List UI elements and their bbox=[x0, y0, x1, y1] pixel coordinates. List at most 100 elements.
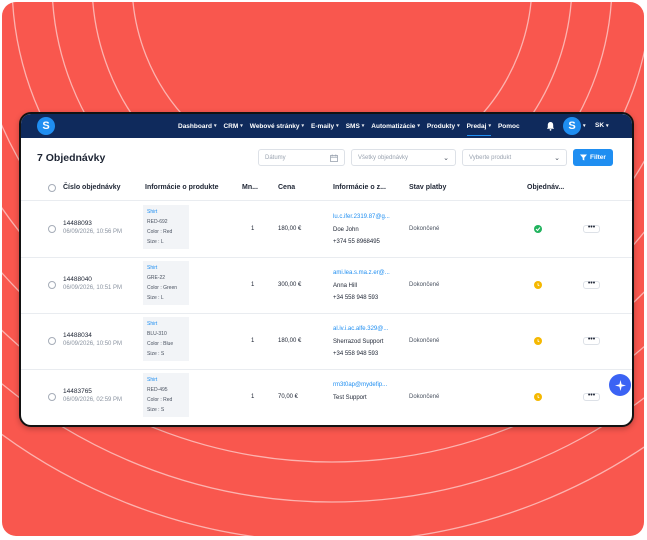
product-name[interactable]: Shirt bbox=[147, 265, 158, 271]
table-row[interactable]: 14488034 06/09/2026, 10:50 PM Shirt BLU-310… bbox=[21, 313, 632, 370]
table-row[interactable]: 14488093 06/09/2026, 10:56 PM Shirt RED-692… bbox=[21, 201, 632, 258]
chevron-down-icon: ⌄ bbox=[554, 155, 560, 162]
product-size: Size : L bbox=[147, 239, 164, 245]
order-id[interactable]: 14488034 bbox=[63, 332, 92, 339]
nav-item-automatiz-cie[interactable]: Automatizácie ▾ bbox=[371, 114, 420, 138]
orders-filter-select[interactable]: Všetky objednávky ⌄ bbox=[351, 149, 456, 166]
nav-item-label: SMS bbox=[345, 122, 360, 130]
filter-button-label: Filter bbox=[590, 154, 606, 161]
row-actions-button[interactable]: ••• bbox=[583, 392, 600, 401]
language-switcher[interactable]: SK ▾ bbox=[595, 122, 609, 129]
chevron-down-icon: ▾ bbox=[336, 123, 339, 129]
header-order-number[interactable]: Číslo objednávky bbox=[63, 184, 121, 191]
order-cell: 14488034 06/09/2026, 10:50 PM bbox=[63, 332, 122, 347]
order-cell: 14488093 06/09/2026, 10:56 PM bbox=[63, 220, 122, 235]
chevron-down-icon: ⌄ bbox=[443, 155, 449, 162]
table-row[interactable]: 14483759Shirt170,00 €favenwd@tmpmail...D… bbox=[21, 425, 632, 427]
price: 180,00 € bbox=[278, 226, 302, 232]
customer-name: Doe John bbox=[333, 226, 359, 233]
calendar-icon bbox=[330, 154, 338, 162]
quantity: 1 bbox=[251, 282, 255, 288]
product-sku: BLU-310 bbox=[147, 331, 167, 337]
product-size: Size : L bbox=[147, 295, 164, 301]
nav-item-sms[interactable]: SMS ▾ bbox=[346, 114, 365, 138]
order-cell: 14483765 06/09/2026, 02:59 PM bbox=[63, 388, 122, 403]
app-window: S Dashboard ▾ CRM ▾ Webové stránky ▾ E-maily ▾ S… bbox=[19, 112, 634, 427]
product-name[interactable]: Shirt bbox=[147, 209, 158, 215]
order-id[interactable]: 14483765 bbox=[63, 388, 92, 395]
product-color: Color : Green bbox=[147, 285, 178, 291]
select-all-radio[interactable] bbox=[48, 184, 56, 192]
customer-info: lu.c.ifer.2319.87@g... Doe John +374 55 89… bbox=[333, 211, 390, 249]
nav-item-crm[interactable]: CRM ▾ bbox=[223, 114, 242, 138]
check-circle-icon bbox=[534, 225, 542, 233]
payment-status: Dokončené bbox=[409, 226, 440, 232]
product-color: Color : Red bbox=[147, 229, 173, 235]
row-select-radio[interactable] bbox=[48, 337, 56, 345]
payment-status: Dokončené bbox=[409, 282, 440, 288]
product-sku: RED-692 bbox=[147, 219, 168, 225]
app-logo[interactable]: S bbox=[37, 117, 55, 135]
chevron-down-icon: ▾ bbox=[417, 123, 420, 129]
product-size: Size : S bbox=[147, 351, 165, 357]
assistant-button[interactable] bbox=[609, 374, 631, 396]
product-info: Shirt BLU-310 Color : Blue Size : S bbox=[143, 317, 189, 361]
product-name[interactable]: Shirt bbox=[147, 377, 158, 383]
chevron-down-icon: ▾ bbox=[457, 123, 460, 129]
customer-email[interactable]: al.iv.i.ac.alfe.329@... bbox=[333, 326, 389, 332]
row-actions-button[interactable]: ••• bbox=[583, 336, 600, 345]
product-filter-select[interactable]: Vyberte produkt ⌄ bbox=[462, 149, 567, 166]
row-select-radio[interactable] bbox=[48, 225, 56, 233]
customer-email[interactable]: ami.lea.s.ma.z.er@... bbox=[333, 270, 390, 276]
order-id[interactable]: 14488093 bbox=[63, 220, 92, 227]
nav-item-e-maily[interactable]: E-maily ▾ bbox=[311, 114, 339, 138]
nav-item-pomoc[interactable]: Pomoc bbox=[498, 114, 520, 138]
table-row[interactable]: 14483765 06/09/2026, 02:59 PM Shirt RED-495… bbox=[21, 369, 632, 425]
pending-circle-icon bbox=[534, 393, 542, 401]
date-filter[interactable]: Dátumy bbox=[258, 149, 345, 166]
chevron-down-icon: ▾ bbox=[606, 123, 609, 129]
row-actions-button[interactable]: ••• bbox=[583, 224, 600, 233]
header-quantity[interactable]: Mn... bbox=[242, 184, 258, 191]
order-date: 06/09/2026, 10:50 PM bbox=[63, 341, 123, 347]
nav-item-dashboard[interactable]: Dashboard ▾ bbox=[178, 114, 216, 138]
bell-icon[interactable] bbox=[546, 121, 555, 131]
order-date: 06/09/2026, 10:51 PM bbox=[63, 285, 123, 291]
header-order-status[interactable]: Objednáv... bbox=[527, 184, 565, 191]
customer-email[interactable]: lu.c.ifer.2319.87@g... bbox=[333, 214, 390, 220]
customer-name: Test Support bbox=[333, 394, 367, 401]
product-sku: RED-495 bbox=[147, 387, 168, 393]
user-avatar[interactable]: S bbox=[563, 117, 581, 135]
filter-button[interactable]: Filter bbox=[573, 149, 613, 166]
header-product-info[interactable]: Informácie o produkte bbox=[145, 184, 219, 191]
quantity: 1 bbox=[251, 338, 255, 344]
nav-item-produkty[interactable]: Produkty ▾ bbox=[427, 114, 460, 138]
price: 300,00 € bbox=[278, 282, 302, 288]
nav-menu: Dashboard ▾ CRM ▾ Webové stránky ▾ E-maily ▾ SMS… bbox=[178, 114, 527, 138]
product-color: Color : Red bbox=[147, 397, 173, 403]
nav-item-label: Pomoc bbox=[497, 122, 520, 130]
header-price[interactable]: Cena bbox=[278, 184, 296, 191]
row-select-radio[interactable] bbox=[48, 393, 56, 401]
chevron-down-icon: ▾ bbox=[213, 123, 217, 129]
customer-phone: +34 558 948 593 bbox=[333, 351, 379, 357]
customer-info: ami.lea.s.ma.z.er@... Anna Hill +34 558 94… bbox=[333, 267, 390, 305]
table-header: Číslo objednávky Informácie o produkte M… bbox=[21, 176, 632, 201]
chevron-down-icon[interactable]: ▾ bbox=[583, 123, 586, 129]
customer-name: Sherrazod Support bbox=[333, 338, 384, 345]
customer-email[interactable]: rm3t0ap@mydefip... bbox=[333, 382, 388, 388]
row-select-radio[interactable] bbox=[48, 281, 56, 289]
pending-circle-icon bbox=[534, 281, 542, 289]
header-payment-status[interactable]: Stav platby bbox=[409, 184, 447, 191]
table-row[interactable]: 14488040 06/09/2026, 10:51 PM Shirt GRE-22 C… bbox=[21, 257, 632, 314]
payment-status: Dokončené bbox=[409, 338, 440, 344]
order-id[interactable]: 14488040 bbox=[63, 276, 92, 283]
product-name[interactable]: Shirt bbox=[147, 321, 158, 327]
header-customer-info[interactable]: Informácie o z... bbox=[333, 184, 386, 191]
page-title: 7 Objednávky bbox=[37, 152, 106, 164]
nav-item-label: Produkty bbox=[426, 122, 456, 130]
nav-item-webov-str-nky[interactable]: Webové stránky ▾ bbox=[250, 114, 304, 138]
nav-item-predaj[interactable]: Predaj ▾ bbox=[466, 114, 492, 138]
row-actions-button[interactable]: ••• bbox=[583, 280, 600, 289]
language-label: SK bbox=[595, 122, 605, 129]
